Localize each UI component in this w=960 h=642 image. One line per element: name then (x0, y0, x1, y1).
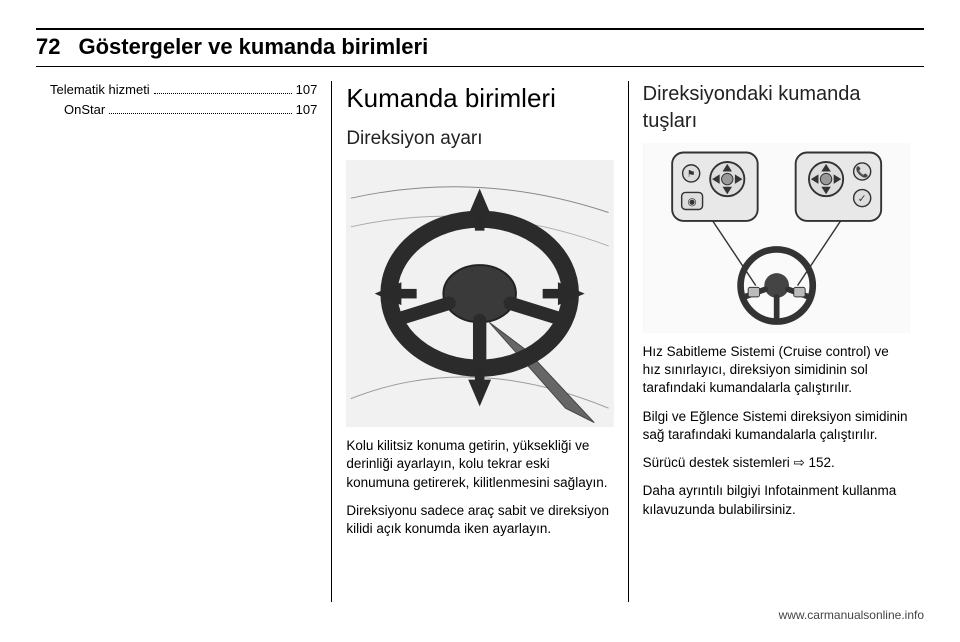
toc-line: Telematik hizmeti 107 (50, 81, 317, 99)
toc-label: Telematik hizmeti (50, 81, 150, 99)
chapter-title: Göstergeler ve kumanda birimleri (78, 34, 428, 60)
svg-text:◉: ◉ (687, 197, 696, 208)
paragraph: Kolu kilitsiz konuma getirin, yüksekliği… (346, 437, 613, 492)
steering-controls-illustration: ⚑ ◉ 📞 ✓ (643, 143, 910, 333)
svg-text:✓: ✓ (857, 194, 866, 205)
column-2: Kumanda birimleri Direksiyon ayarı (331, 81, 627, 602)
page-number: 72 (36, 34, 60, 60)
section-subtitle: Direksiyondaki kumanda tuşları (643, 81, 910, 135)
toc-line: OnStar 107 (50, 101, 317, 119)
paragraph: Daha ayrıntılı bilgiyi Infotainment kull… (643, 482, 910, 518)
toc-leader-dots (154, 93, 292, 94)
toc-page: 107 (296, 81, 318, 99)
footer-site: www.carmanualsonline.info (36, 602, 924, 622)
paragraph: Bilgi ve Eğlence Sistemi direksiyon simi… (643, 408, 910, 444)
paragraph: Hız Sabitleme Sistemi (Cruise control) v… (643, 343, 910, 398)
toc-label: OnStar (64, 101, 105, 119)
toc-page: 107 (296, 101, 318, 119)
column-3: Direksiyondaki kumanda tuşları (628, 81, 924, 602)
paragraph: Sürücü destek sistemleri ⇨ 152. (643, 454, 910, 472)
svg-text:📞: 📞 (855, 164, 869, 178)
svg-text:⚑: ⚑ (687, 169, 696, 180)
toc-leader-dots (109, 113, 291, 114)
paragraph: Direksiyonu sadece araç sabit ve direksi… (346, 502, 613, 538)
steering-adjust-illustration (346, 160, 613, 427)
section-title: Kumanda birimleri (346, 81, 613, 116)
column-1: Telematik hizmeti 107 OnStar 107 (36, 81, 331, 602)
section-subtitle: Direksiyon ayarı (346, 126, 613, 152)
